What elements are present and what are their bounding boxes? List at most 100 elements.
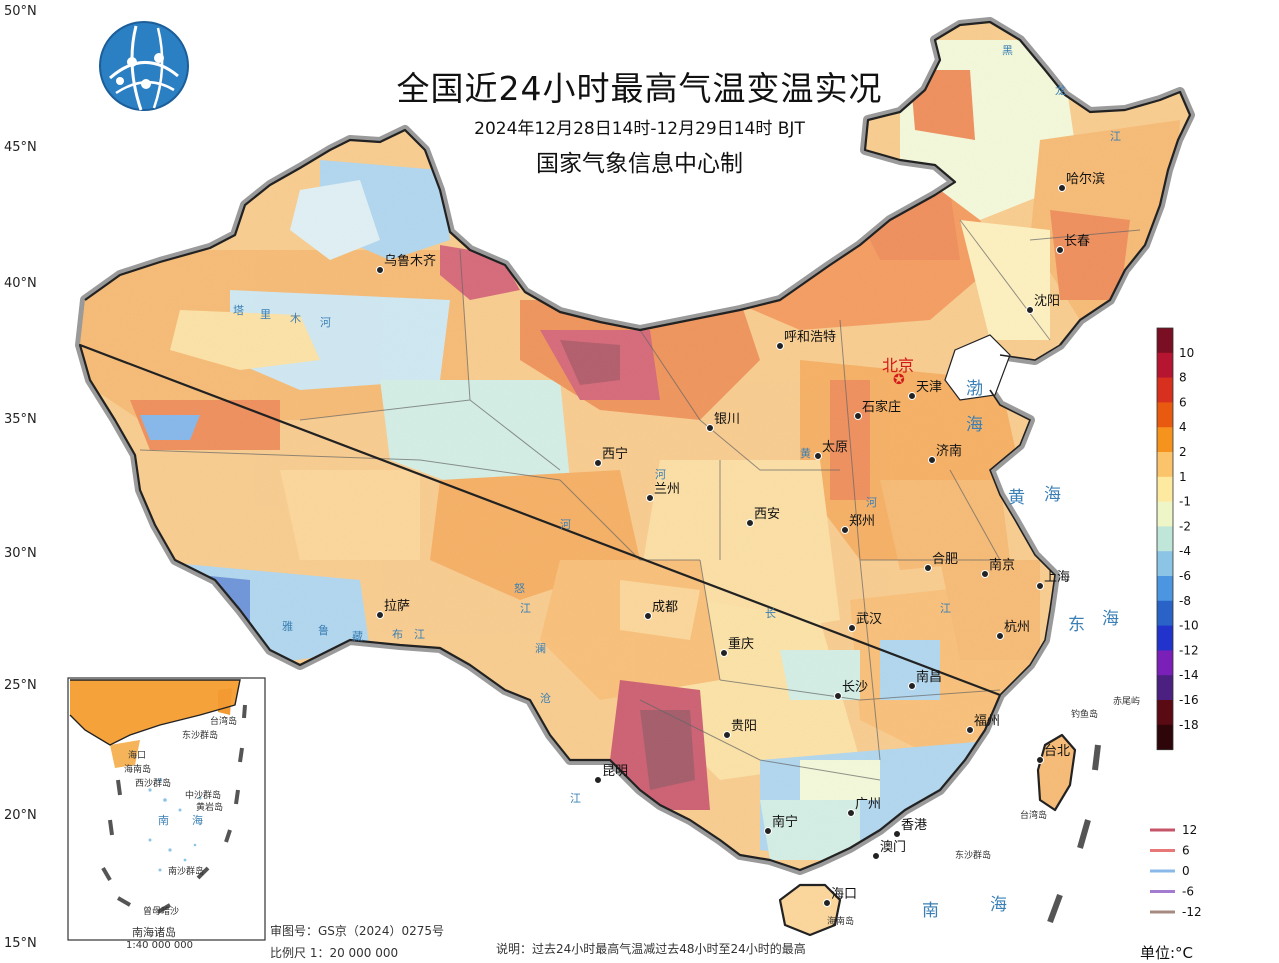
river-label: 怒	[514, 582, 525, 595]
colorbar-tick-label: 1	[1179, 470, 1187, 484]
contour-legend-label: 6	[1182, 844, 1190, 858]
capital-label: 北京	[882, 356, 915, 375]
latitude-label: 30°N	[4, 546, 37, 561]
city-label: 澳门	[880, 840, 907, 855]
sea-label: 海	[1102, 609, 1121, 629]
inset-label: 黄岩岛	[196, 803, 224, 813]
river-label: 澜	[535, 642, 546, 655]
city-dot-icon	[981, 570, 989, 578]
sea-label: 渤	[966, 379, 985, 399]
map-title: 全国近24小时最高气温变温实况	[396, 69, 883, 108]
island-label: 海南岛	[827, 917, 855, 927]
city-label: 太原	[822, 440, 849, 455]
city-label: 沈阳	[1034, 294, 1061, 309]
province-boundaries	[139, 219, 1141, 781]
colorbar-tick-label: 2	[1179, 445, 1187, 459]
river-label: 河	[560, 518, 571, 531]
city-dot-icon	[720, 649, 728, 657]
colorbar-tick-label: -12	[1179, 643, 1199, 657]
river-label: 沧	[540, 692, 551, 705]
colorbar-segment	[1157, 650, 1173, 676]
contour-legend-label: 0	[1182, 864, 1190, 878]
city-label: 贵阳	[731, 719, 758, 734]
river-label: 黑	[1002, 44, 1013, 57]
river-label: 黄	[800, 447, 811, 460]
city-dot-icon	[872, 852, 880, 860]
colorbar-tick-label: 10	[1179, 346, 1194, 360]
river-label: 河	[320, 316, 331, 329]
colorbar-segment	[1157, 700, 1173, 726]
river-label: 江	[414, 628, 425, 641]
colorbar-tick-label: -8	[1179, 594, 1191, 608]
national-border	[78, 20, 1192, 937]
inset-land	[69, 679, 241, 768]
city-dot-icon	[823, 899, 831, 907]
capital-star-icon: ✪	[893, 372, 905, 388]
latitude-label: 35°N	[4, 412, 37, 427]
city-dot-icon	[776, 342, 784, 350]
time-range: 2024年12月28日14时-12月29日14时 BJT	[474, 119, 805, 139]
city-dot-icon	[1036, 756, 1044, 764]
inset-label: 曾母暗沙	[143, 907, 180, 917]
city-label: 昆明	[602, 764, 629, 779]
colorbar-segment	[1157, 402, 1173, 428]
city-label: 西安	[754, 507, 781, 522]
river-label: 里	[260, 308, 271, 321]
river-label: 塔	[233, 304, 244, 317]
city-dot-icon	[376, 266, 384, 274]
city-label: 台北	[1044, 744, 1071, 759]
scale-text: 比例尺 1：20 000 000	[270, 946, 399, 960]
city-label: 郑州	[849, 514, 876, 529]
colorbar-tick-label: -2	[1179, 519, 1191, 533]
colorbar-tick-label: -4	[1179, 544, 1191, 558]
city-dot-icon	[1026, 306, 1034, 314]
city-label: 上海	[1044, 570, 1071, 585]
river-label: 木	[290, 312, 301, 325]
city-label: 南京	[989, 558, 1016, 573]
city-dot-icon	[996, 632, 1004, 640]
city-dot-icon	[1058, 184, 1066, 192]
river-label: 鲁	[318, 624, 329, 637]
city-label: 重庆	[728, 637, 755, 652]
inset-label: 南	[158, 814, 169, 827]
sea-label: 海	[966, 415, 985, 435]
inset-label: 西沙群岛	[135, 779, 172, 789]
bohai-bay	[944, 334, 1011, 401]
river-label: 江	[940, 602, 951, 615]
inset-label: 南沙群岛	[168, 867, 205, 877]
colorbar-tick-label: -14	[1179, 668, 1199, 682]
river-label: 河	[866, 496, 877, 509]
city-label: 银川	[714, 412, 741, 427]
city-dot-icon	[841, 526, 849, 534]
city-label: 成都	[652, 600, 679, 615]
city-dot-icon	[706, 424, 714, 432]
city-label: 哈尔滨	[1066, 172, 1106, 187]
river-label: 江	[1110, 130, 1121, 143]
city-dot-icon	[908, 682, 916, 690]
colorbar: 10 8 6 4 2 1 -1 -2 -4 -6 -8 -10 -12 -14 -16 -18	[1156, 327, 1199, 751]
city-dot-icon	[847, 809, 855, 817]
city-dot-icon	[646, 494, 654, 502]
issuer: 国家气象信息中心制	[536, 151, 743, 177]
inset-label: 中沙群岛	[185, 791, 222, 801]
city-dot-icon	[764, 827, 772, 835]
maritime-boundary-dashes	[1047, 744, 1101, 924]
inset-label: 东沙群岛	[182, 731, 219, 741]
inset-islands	[148, 778, 202, 872]
city-dot-icon	[924, 564, 932, 572]
city-label: 杭州	[1004, 620, 1031, 635]
city-dot-icon	[854, 412, 862, 420]
colorbar-segment	[1157, 501, 1173, 527]
island-label: 赤尾屿	[1113, 697, 1141, 707]
contour-legend-label: -12	[1182, 905, 1202, 919]
colorbar-tick-label: -1	[1179, 495, 1191, 509]
latitude-label: 20°N	[4, 808, 37, 823]
coastline	[989, 344, 1061, 696]
inset-label: 台湾岛	[210, 717, 238, 727]
colorbar-segment	[1157, 675, 1173, 701]
river-label: 雅	[282, 620, 293, 633]
colorbar-segment	[1157, 625, 1173, 651]
colorbar-tick-label: 8	[1179, 371, 1187, 385]
colorbar-segment	[1157, 452, 1173, 478]
city-label: 海口	[831, 887, 858, 902]
